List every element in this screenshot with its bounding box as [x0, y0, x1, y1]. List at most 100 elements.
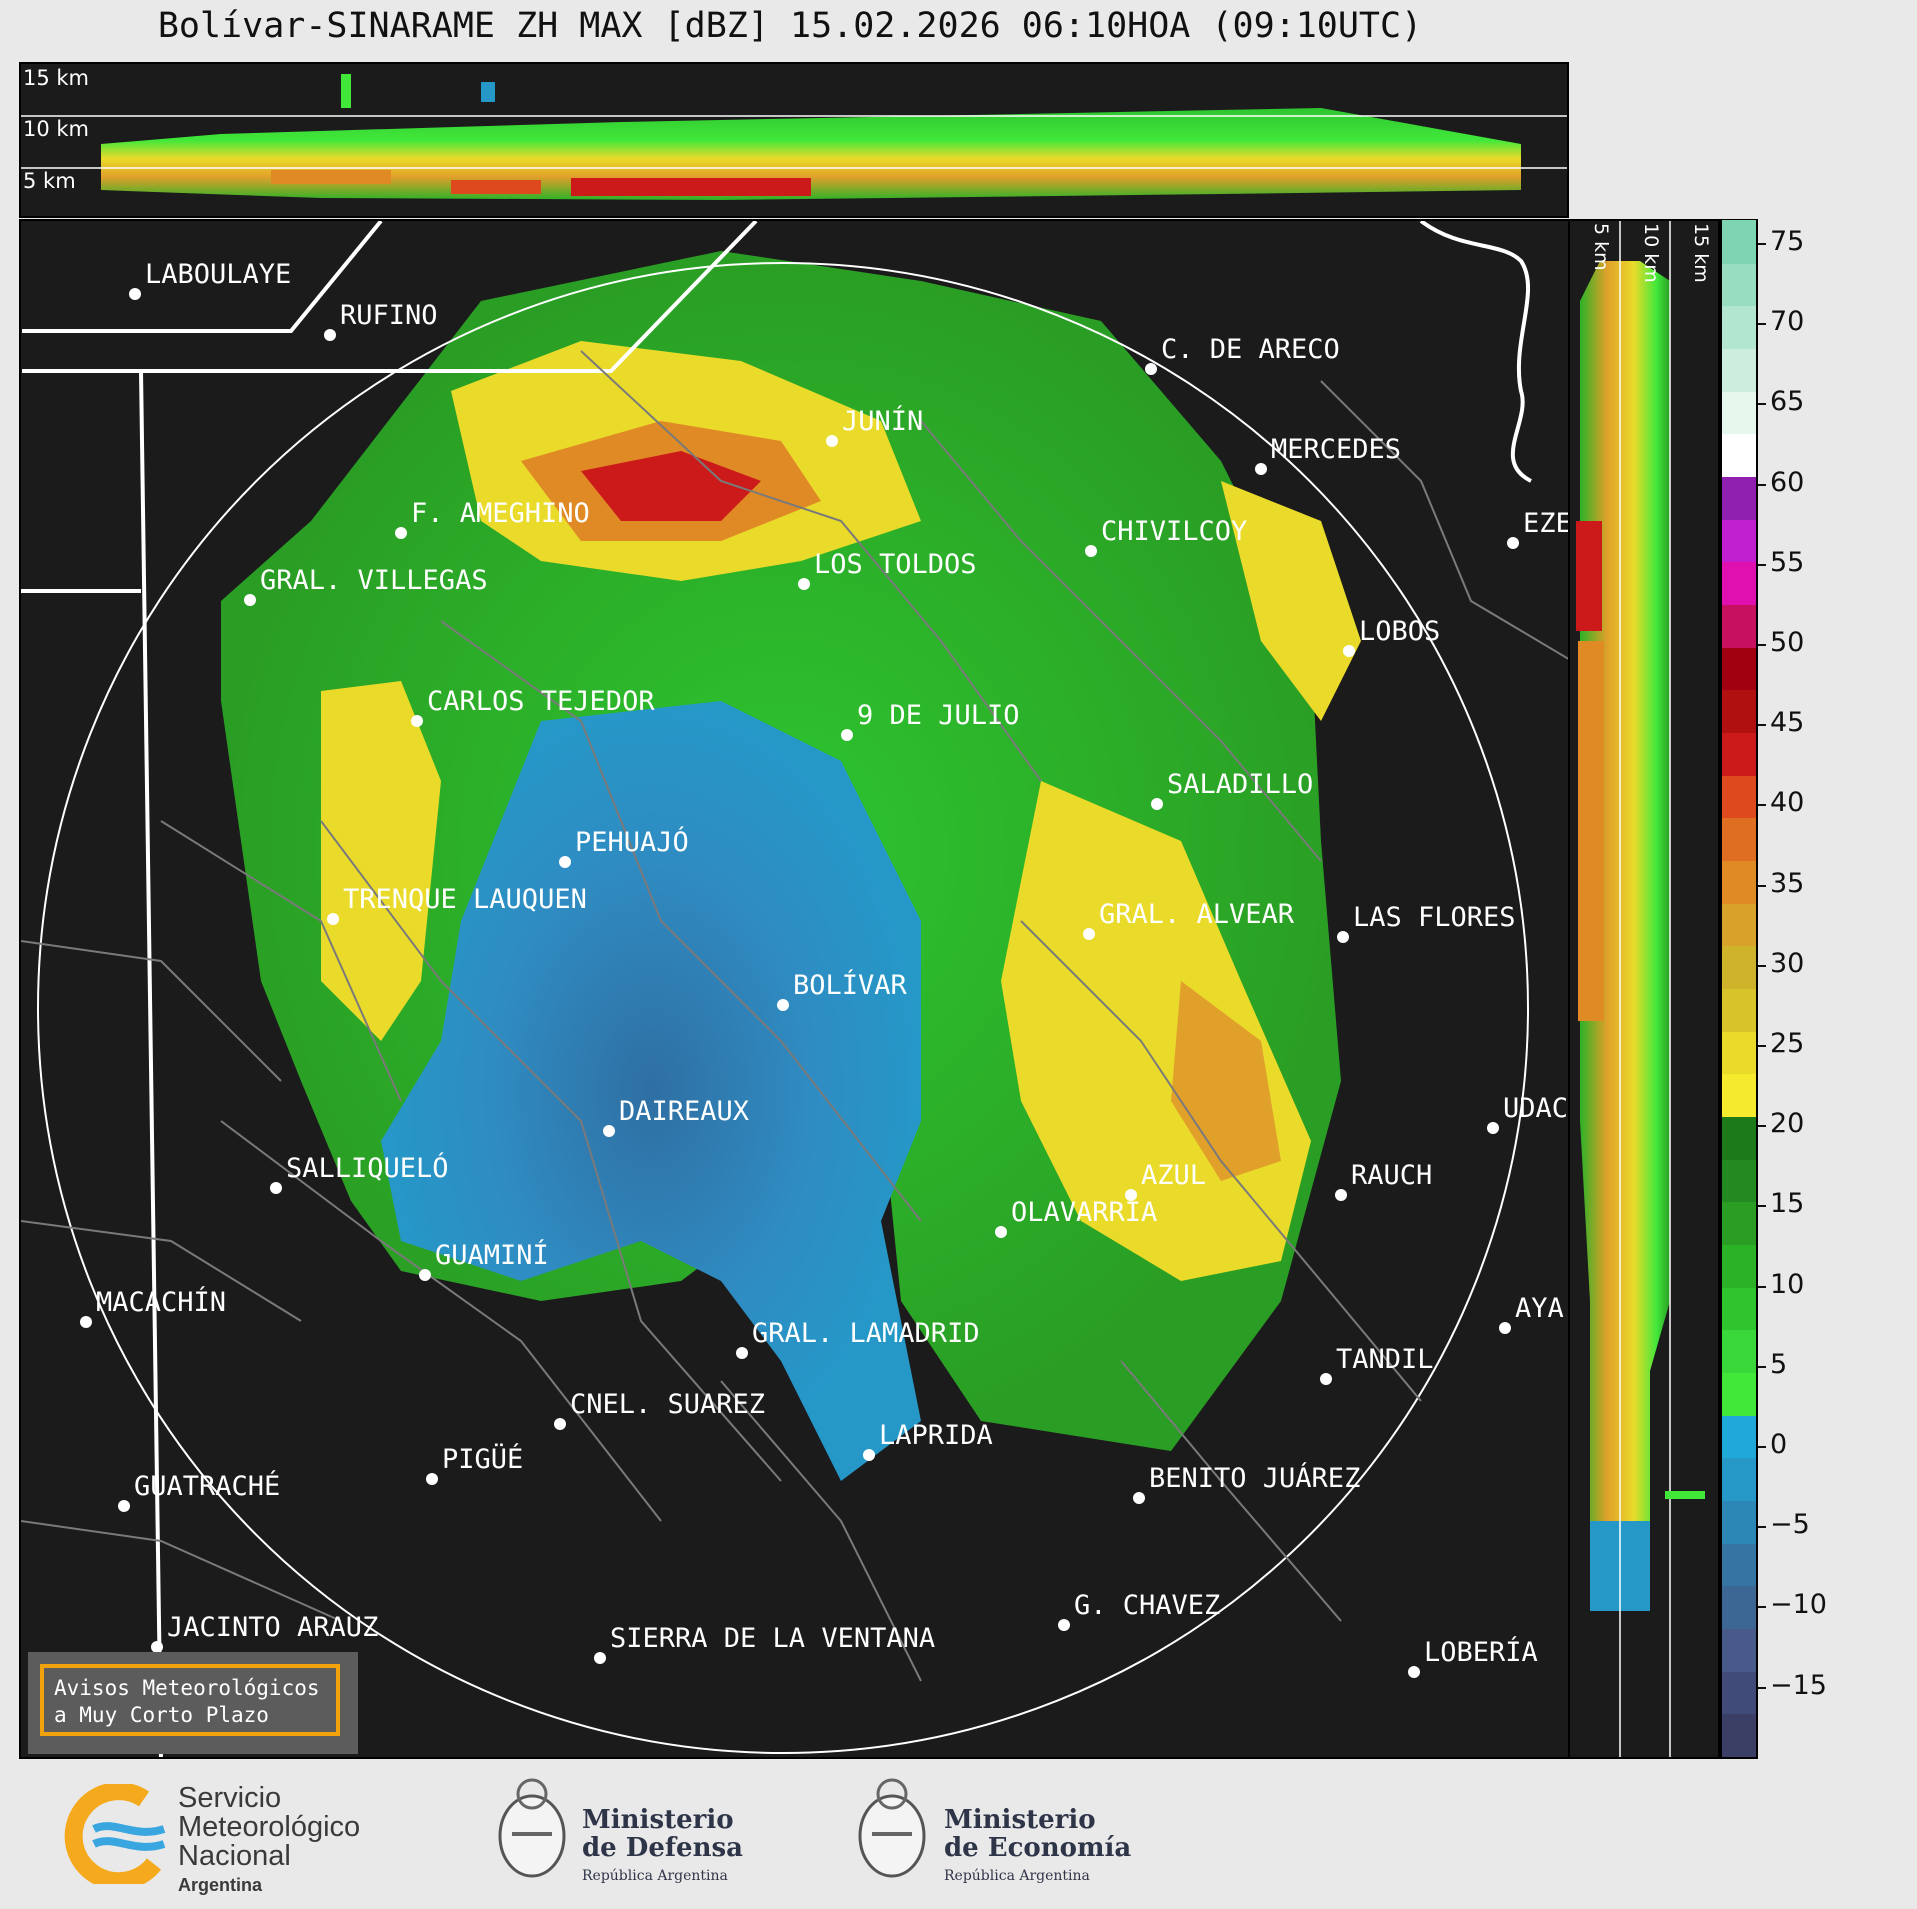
scale-segment [1722, 1628, 1756, 1672]
scale-segment [1722, 220, 1756, 264]
scale-segment [1722, 1457, 1756, 1501]
smn-line: Nacional [178, 1840, 291, 1872]
scale-segment [1722, 860, 1756, 904]
city-label: RUFINO [340, 300, 438, 331]
city-label: SIERRA DE LA VENTANA [610, 1623, 935, 1654]
city-label: LABOULAYE [145, 259, 291, 290]
scale-tick-label: 45 [1770, 707, 1805, 739]
city-label: LAPRIDA [879, 1420, 993, 1451]
scale-segment [1722, 604, 1756, 648]
scale-tick-label: 55 [1770, 546, 1805, 578]
scale-tick-label: 70 [1770, 306, 1805, 338]
scale-segment [1722, 1671, 1756, 1715]
scale-tick-mark [1758, 804, 1766, 807]
city-label: MACACHÍN [96, 1286, 226, 1318]
city-label: TANDIL [1336, 1344, 1434, 1375]
economia-coat-of-arms-icon [858, 1778, 926, 1878]
scale-tick-mark [1758, 1365, 1766, 1368]
city-label: GRAL. VILLEGAS [260, 565, 488, 596]
scale-tick-label: 60 [1770, 466, 1805, 498]
smn-line: Servicio [178, 1782, 282, 1814]
ministry-line: Ministerio [944, 1805, 1096, 1835]
city-label: CARLOS TEJEDOR [427, 686, 655, 717]
scale-segment [1722, 1159, 1756, 1203]
scale-segment [1722, 1201, 1756, 1245]
scale-tick-mark [1758, 323, 1766, 326]
right-altitude-label: 5 km [1590, 223, 1612, 271]
notice-line: Avisos Meteorológicos [54, 1676, 320, 1700]
scale-segment [1722, 1329, 1756, 1373]
ministry-line: de Economía [944, 1833, 1132, 1863]
city-label: LOBOS [1359, 616, 1440, 647]
scale-segment [1722, 1116, 1756, 1160]
scale-tick-mark [1758, 1285, 1766, 1288]
top-altitude-label: 15 km [23, 66, 90, 90]
ministry-line: Ministerio [582, 1805, 734, 1835]
scale-tick-label: 20 [1770, 1108, 1805, 1140]
city-label: RAUCH [1351, 1160, 1432, 1191]
scale-tick-mark [1758, 1526, 1766, 1529]
top-cross-section-graphic [21, 74, 1567, 200]
scale-segment [1722, 1287, 1756, 1331]
city-label: JACINTO ARAUZ [167, 1612, 378, 1643]
city-label: CHIVILCOY [1101, 516, 1247, 547]
scale-tick-label: 25 [1770, 1028, 1805, 1059]
radar-map: LABOULAYE RUFINO C. DE ARECO JUNÍN MERCE… [19, 219, 1570, 1759]
city-label: GRAL. LAMADRID [752, 1318, 980, 1349]
smn-line: Meteorológico [178, 1811, 361, 1843]
scale-tick-mark [1758, 884, 1766, 887]
scale-tick-label: 65 [1770, 386, 1805, 418]
scale-segment [1722, 647, 1756, 691]
scale-segment [1722, 988, 1756, 1032]
scale-tick-mark [1758, 1446, 1766, 1448]
city-label: C. DE ARECO [1161, 334, 1340, 365]
scale-tick-label: 5 [1770, 1348, 1788, 1380]
city-label: DAIREAUX [619, 1096, 749, 1127]
notice-box: Avisos Meteorológicos a Muy Corto Plazo [28, 1652, 358, 1754]
scale-tick-label: −5 [1770, 1509, 1810, 1541]
scale-segment [1722, 348, 1756, 392]
city-label: F. AMEGHINO [411, 498, 590, 529]
city-label: AYA [1515, 1293, 1564, 1324]
scale-segment [1722, 1713, 1756, 1757]
scale-segment [1722, 1244, 1756, 1288]
scale-tick-mark [1758, 1606, 1766, 1609]
scale-segment [1722, 775, 1756, 819]
scale-segment [1722, 433, 1756, 477]
city-label: PIGÜÉ [442, 1443, 523, 1475]
city-label: OLAVARRÍA [1011, 1196, 1157, 1228]
smn-line: Argentina [178, 1875, 263, 1895]
scale-tick-mark [1758, 644, 1766, 646]
scale-segment [1722, 1585, 1756, 1629]
scale-segment [1722, 1543, 1756, 1587]
scale-segment [1722, 1031, 1756, 1075]
scale-segment [1722, 1372, 1756, 1416]
scale-segment [1722, 1415, 1756, 1459]
scale-segment [1722, 1073, 1756, 1117]
scale-segment [1722, 391, 1756, 435]
scale-tick-mark [1758, 483, 1766, 486]
scale-segment [1722, 263, 1756, 307]
scale-tick-label: 10 [1770, 1268, 1805, 1300]
defensa-coat-of-arms-icon [498, 1778, 566, 1878]
radar-map-graphic: LABOULAYE RUFINO C. DE ARECO JUNÍN MERCE… [21, 221, 1568, 1757]
scale-tick-mark [1758, 964, 1766, 967]
top-altitude-label: 10 km [23, 117, 90, 141]
scale-segment [1722, 561, 1756, 605]
city-label: LOBERÍA [1424, 1636, 1538, 1668]
city-label: PEHUAJÓ [575, 826, 689, 858]
scale-tick-label: 75 [1770, 226, 1805, 257]
scale-tick-label: 15 [1770, 1188, 1805, 1220]
city-label: LAS FLORES [1353, 902, 1516, 933]
ministry-line: de Defensa [582, 1833, 743, 1863]
scale-segment [1722, 903, 1756, 947]
smn-logo-text: Servicio Meteorológico Nacional Argentin… [178, 1784, 360, 1900]
city-label: UDAC [1503, 1093, 1568, 1124]
city-label: GUATRACHÉ [134, 1470, 280, 1502]
city-label: SALADILLO [1167, 769, 1313, 800]
scale-segment [1722, 689, 1756, 733]
scale-tick-mark [1758, 1045, 1766, 1047]
scale-tick-mark [1758, 563, 1766, 566]
city-label: GRAL. ALVEAR [1099, 899, 1295, 930]
ministry-line: República Argentina [582, 1868, 728, 1884]
